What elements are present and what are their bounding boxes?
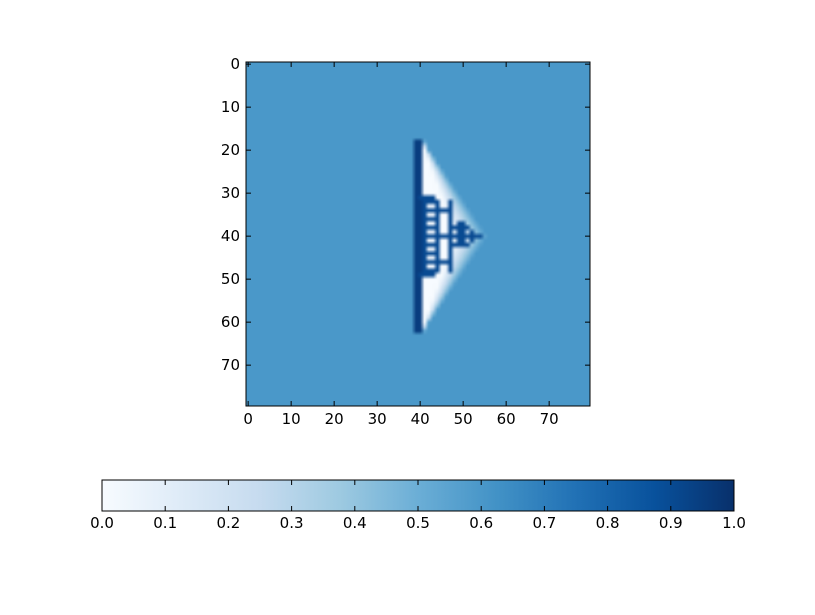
x-tick-label: 70 [540,410,559,428]
colorbar-tick-label: 0.6 [469,514,493,532]
y-tick-label: 60 [221,313,240,331]
colorbar-tick-label: 0.7 [532,514,556,532]
colorbar: 0.0 0.1 0.2 0.3 0.4 0.5 0.6 0.7 0.8 0.9 1.0 [90,479,746,532]
colorbar-tick-label: 0.0 [90,514,114,532]
colorbar-tick-label: 0.9 [659,514,683,532]
colorbar-tick-label: 0.4 [343,514,367,532]
y-tick-label: 20 [221,141,240,159]
colorbar-tick-label: 0.1 [153,514,177,532]
x-tick-label: 10 [282,410,301,428]
y-tick-label: 40 [221,227,240,245]
y-tick-label: 50 [221,270,240,288]
heatmap-frame [245,61,591,407]
colorbar-tick-label: 0.5 [406,514,430,532]
colorbar-tick-label: 0.2 [216,514,240,532]
colorbar-frame [101,479,735,512]
x-tick-label: 50 [454,410,473,428]
y-tick-label: 10 [221,98,240,116]
x-tick-label: 60 [497,410,516,428]
x-tick-label: 0 [243,410,253,428]
x-axis-ticks: 0 10 20 30 40 50 60 70 [243,62,559,428]
y-tick-label: 30 [221,184,240,202]
colorbar-tick-label: 1.0 [722,514,746,532]
y-tick-label: 70 [221,356,240,374]
y-axis-ticks: 0 10 20 30 40 50 60 70 [221,55,590,374]
colorbar-gradient [102,480,734,511]
x-tick-label: 20 [325,410,344,428]
colorbar-tick-label: 0.3 [280,514,304,532]
colorbar-ticks: 0.0 0.1 0.2 0.3 0.4 0.5 0.6 0.7 0.8 0.9 1.0 [90,480,746,532]
y-tick-label: 0 [230,55,240,73]
heatmap-axes: 0 10 20 30 40 50 60 70 0 10 20 30 40 50 60 70 [221,55,591,428]
x-tick-label: 30 [368,410,387,428]
colorbar-tick-label: 0.8 [596,514,620,532]
heatmap-image [246,62,590,406]
x-tick-label: 40 [411,410,430,428]
